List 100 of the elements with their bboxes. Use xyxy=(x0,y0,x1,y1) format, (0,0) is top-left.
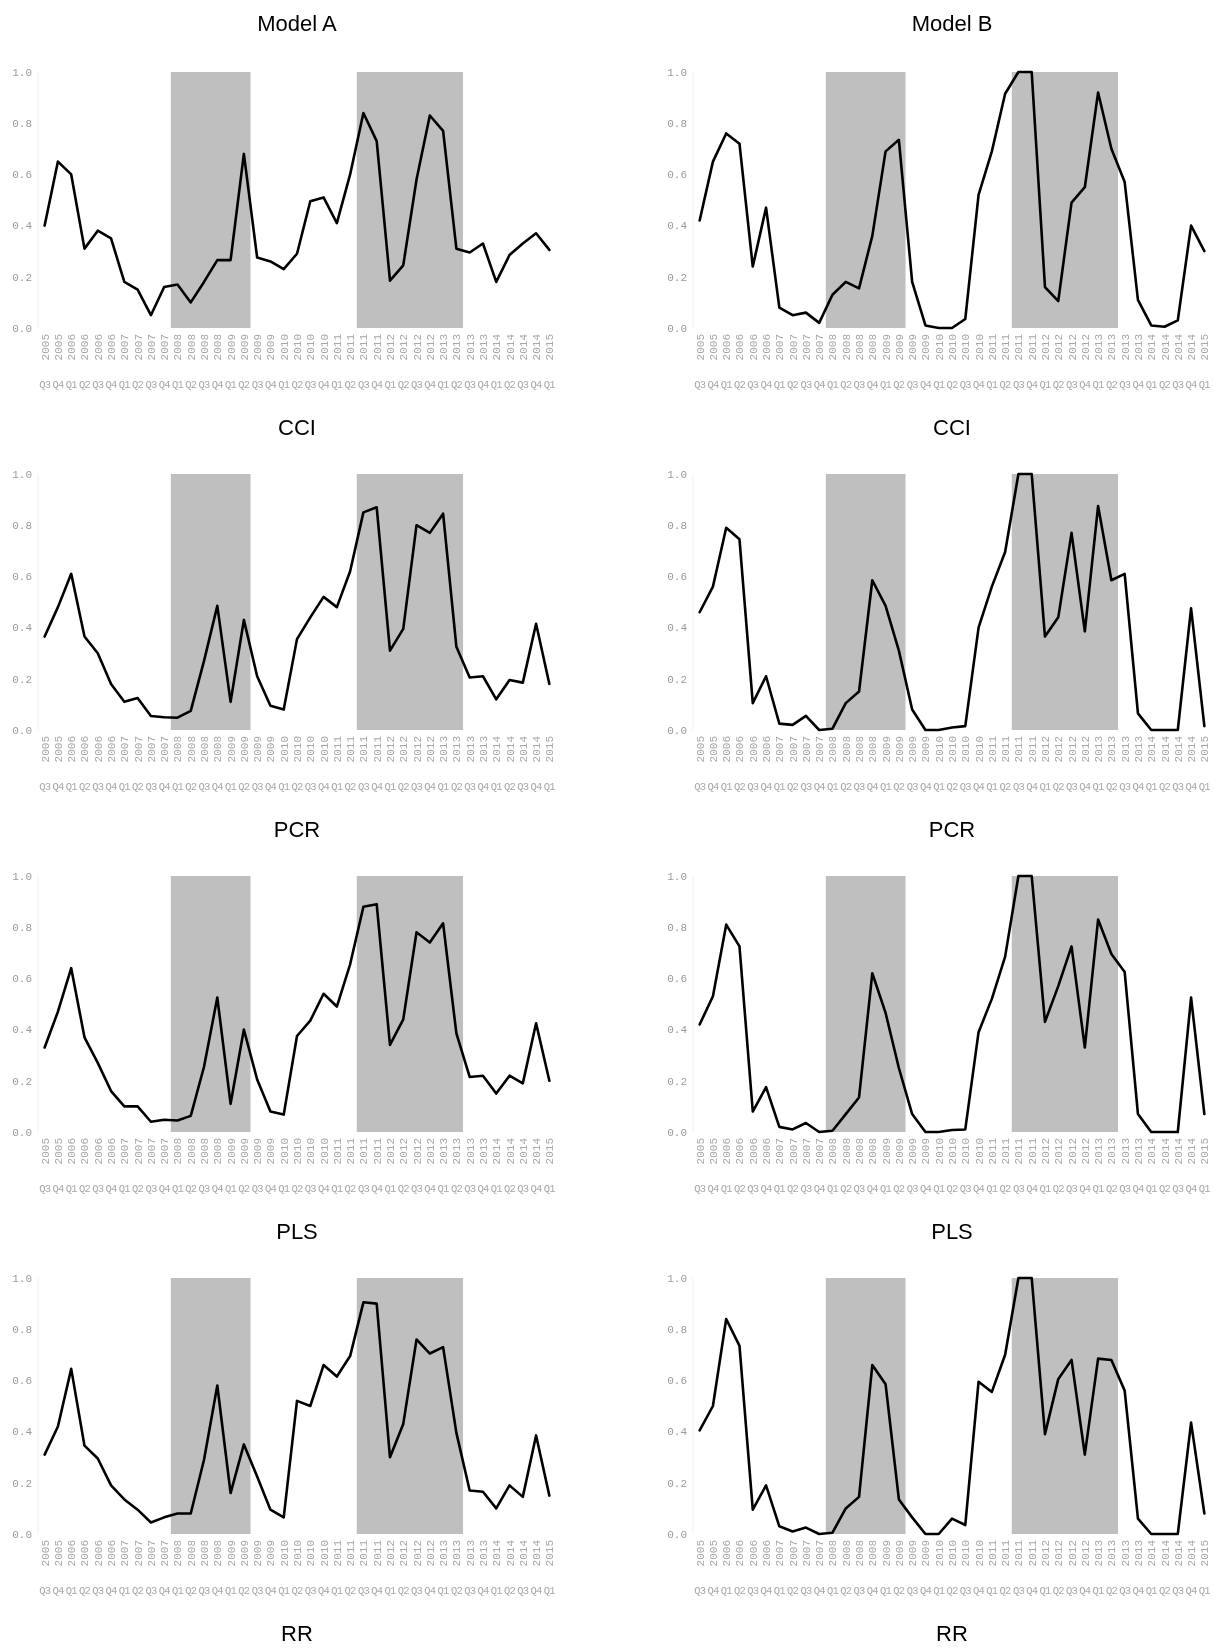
category-label: 2011 Q1 xyxy=(331,736,344,793)
category-label: 2008 Q1 xyxy=(171,1540,185,1597)
category-label: 2008 Q1 xyxy=(171,334,185,391)
category-label: 2013 Q2 xyxy=(1105,1540,1119,1597)
category-label: 2007 Q3 xyxy=(800,1540,813,1597)
category-label: 2012 Q1 xyxy=(384,1138,397,1195)
category-label: 2006 Q4 xyxy=(760,736,774,793)
category-label: 2005 Q4 xyxy=(52,1138,65,1195)
category-label: 2008 Q1 xyxy=(171,1138,185,1195)
category-label: 2006 Q1 xyxy=(65,1540,79,1597)
category-label: 2014 Q1 xyxy=(490,736,504,793)
line-series xyxy=(43,902,551,1124)
y-tick-label: 0.4 xyxy=(667,220,688,233)
category-label: 2009 Q2 xyxy=(893,1540,906,1597)
category-label: 2012 Q4 xyxy=(1079,736,1092,793)
category-label: 2005 Q3 xyxy=(694,1138,707,1195)
category-label: 2009 Q3 xyxy=(251,736,265,793)
category-label: 2011 Q2 xyxy=(999,736,1013,793)
y-tick-label: 0.0 xyxy=(12,1126,32,1139)
category-label: 2013 Q4 xyxy=(477,1138,490,1195)
category-label: 2008 Q2 xyxy=(840,736,853,793)
y-tick-label: 0.2 xyxy=(667,271,687,284)
category-label: 2014 Q4 xyxy=(1185,736,1199,793)
category-label: 2009 Q1 xyxy=(225,1540,238,1597)
category-label: 2011 Q4 xyxy=(1026,736,1039,793)
y-tick-label: 0.6 xyxy=(667,973,687,986)
category-label: 2006 Q1 xyxy=(65,1138,79,1195)
category-label: 2012 Q4 xyxy=(424,1138,437,1195)
category-label: 2007 Q2 xyxy=(787,1138,800,1195)
category-label: 2012 Q2 xyxy=(397,736,411,793)
category-label: 2014 Q3 xyxy=(517,1540,530,1597)
category-label: 2013 Q2 xyxy=(1105,1138,1119,1195)
category-label: 2015 Q1 xyxy=(1198,1540,1212,1597)
y-tick-label: 0.6 xyxy=(12,169,32,182)
category-label: 2006 Q2 xyxy=(733,334,747,391)
category-label: 2008 Q2 xyxy=(185,1540,198,1597)
category-label: 2013 Q1 xyxy=(1092,1138,1106,1195)
category-label: 2014 Q3 xyxy=(1172,1138,1185,1195)
category-label: 2009 Q4 xyxy=(919,736,933,793)
category-label: 2012 Q4 xyxy=(1079,1138,1092,1195)
category-label: 2009 Q2 xyxy=(238,1540,251,1597)
category-label: 2006 Q4 xyxy=(105,1540,119,1597)
category-label: 2011 Q2 xyxy=(344,334,358,391)
category-label: 2007 Q1 xyxy=(118,334,132,391)
category-label: 2007 Q1 xyxy=(118,1138,132,1195)
category-label: 2014 Q4 xyxy=(530,736,544,793)
y-tick-label: 0.8 xyxy=(12,922,32,935)
category-label: 2014 Q1 xyxy=(490,1138,504,1195)
category-label: 2007 Q1 xyxy=(118,736,132,793)
category-label: 2006 Q1 xyxy=(65,736,79,793)
category-label: 2015 Q1 xyxy=(543,1138,557,1195)
category-label: 2012 Q1 xyxy=(384,1540,397,1597)
category-label: 2006 Q3 xyxy=(92,736,105,793)
category-label: 2008 Q4 xyxy=(211,1138,225,1195)
category-label: 2014 Q4 xyxy=(530,334,544,391)
category-label: 2010 Q3 xyxy=(959,334,973,391)
category-label: 2011 Q4 xyxy=(371,736,384,793)
category-label: 2008 Q4 xyxy=(211,334,225,391)
category-label: 2013 Q2 xyxy=(1105,334,1119,391)
category-label: 2007 Q4 xyxy=(813,736,827,793)
category-label: 2012 Q4 xyxy=(424,736,437,793)
line-series xyxy=(43,505,551,720)
category-label: 2008 Q2 xyxy=(840,334,853,391)
category-label: 2013 Q1 xyxy=(437,1540,451,1597)
category-label: 2014 Q2 xyxy=(1159,334,1172,391)
category-label: 2010 Q4 xyxy=(318,1540,331,1597)
y-tick-label: 0.0 xyxy=(12,1528,32,1541)
category-label: 2009 Q1 xyxy=(225,334,238,391)
category-label: 2010 Q4 xyxy=(318,736,331,793)
category-label: 2008 Q1 xyxy=(171,736,185,793)
category-label: 2009 Q2 xyxy=(893,1138,906,1195)
category-label: 2005 Q3 xyxy=(39,334,52,391)
category-label: 2012 Q1 xyxy=(1039,334,1052,391)
category-label: 2007 Q4 xyxy=(158,334,172,391)
category-label: 2013 Q3 xyxy=(464,334,477,391)
category-label: 2013 Q3 xyxy=(464,1540,477,1597)
category-label: 2010 Q1 xyxy=(278,334,291,391)
category-label: 2009 Q1 xyxy=(225,736,238,793)
category-label: 2014 Q3 xyxy=(517,334,530,391)
category-label: 2009 Q3 xyxy=(906,1138,920,1195)
category-label: 2012 Q4 xyxy=(1079,334,1092,391)
category-label: 2014 Q3 xyxy=(517,1138,530,1195)
category-label: 2009 Q3 xyxy=(251,1540,265,1597)
category-label: 2009 Q4 xyxy=(264,1540,278,1597)
category-label: 2013 Q2 xyxy=(1105,736,1119,793)
text: CCI xyxy=(278,415,316,440)
category-label: 2012 Q2 xyxy=(1052,1540,1066,1597)
line-series xyxy=(698,874,1206,1134)
line-series xyxy=(43,1301,551,1524)
category-label: 2010 Q2 xyxy=(291,736,304,793)
category-label: 2011 Q4 xyxy=(371,1138,384,1195)
category-label: 2014 Q2 xyxy=(504,736,517,793)
category-label: 2011 Q3 xyxy=(357,736,371,793)
text: PLS xyxy=(276,1219,318,1244)
category-label: 2007 Q4 xyxy=(158,736,172,793)
category-label: 2013 Q4 xyxy=(1132,1540,1145,1597)
category-label: 2010 Q3 xyxy=(304,736,318,793)
category-label: 2006 Q4 xyxy=(105,736,119,793)
y-tick-label: 0.6 xyxy=(12,973,32,986)
category-label: 2006 Q3 xyxy=(92,334,105,391)
